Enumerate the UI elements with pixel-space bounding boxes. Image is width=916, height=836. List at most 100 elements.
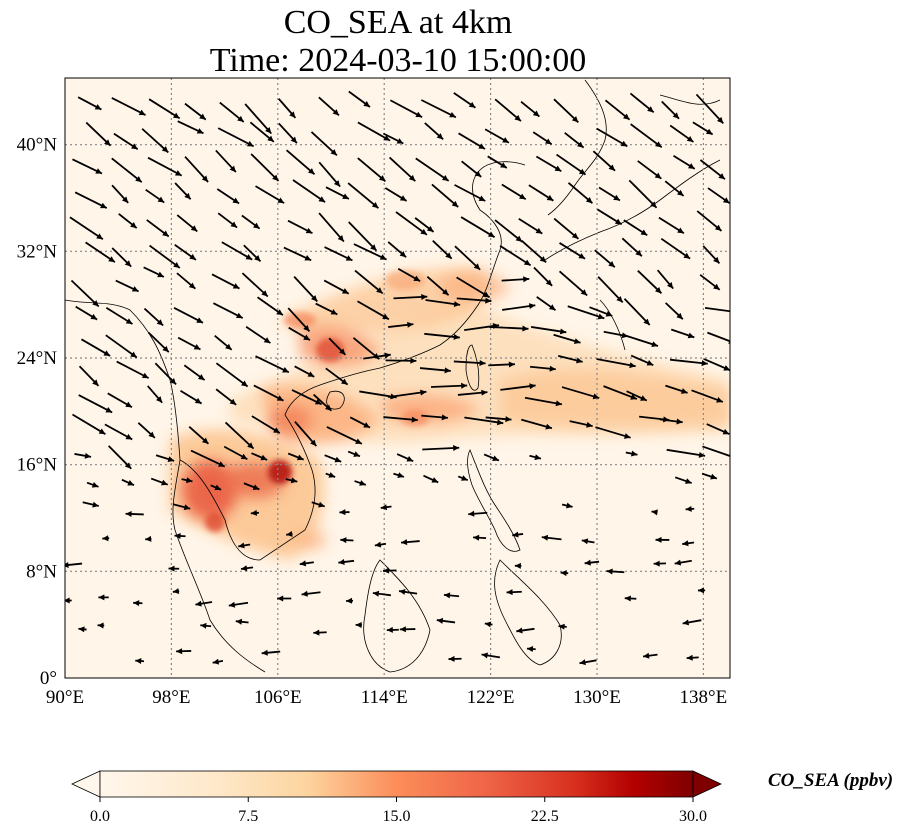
wind-arrow-head [199, 113, 206, 120]
wind-arrow-head [301, 590, 308, 597]
wind-arrow-head [559, 328, 567, 335]
wind-arrow-head [461, 475, 468, 481]
wind-arrow-shaft [347, 182, 379, 209]
wind-arrow-head [148, 431, 155, 438]
wind-arrow-head [453, 333, 460, 340]
wind-arrow-head [545, 423, 552, 430]
wind-arrow-head [515, 235, 523, 242]
lon-tick-label: 114°E [361, 687, 408, 708]
map-frame [64, 77, 731, 679]
wind-arrow-head [519, 193, 526, 200]
wind-arrow-head [407, 321, 414, 328]
wind-arrow-head [282, 367, 289, 373]
wind-arrow-head [647, 106, 654, 113]
wind-arrow-head [399, 251, 407, 258]
wind-arrow-head [272, 174, 279, 182]
wind-arrow-head [482, 291, 490, 298]
wind-arrow-head [676, 418, 683, 425]
lon-tick-label: 122°E [467, 687, 515, 708]
wind-arrow-shaft [217, 127, 255, 148]
wind-arrow-head [98, 594, 105, 601]
wind-arrow-shaft [695, 93, 724, 124]
wind-arrow-head [103, 350, 111, 356]
wind-arrow-head [487, 231, 495, 238]
colorbar: 0.0 7.5 15.0 22.5 30.0 [71, 770, 722, 825]
wind-arrow-head [145, 535, 152, 542]
wind-arrow-head [444, 367, 451, 374]
wind-arrow-head [399, 588, 406, 595]
wind-arrow-shaft [430, 384, 468, 388]
wind-arrow-head [225, 343, 232, 350]
wind-arrow-head [714, 224, 722, 231]
wind-arrow-head [592, 393, 600, 400]
wind-arrow-head [581, 538, 589, 545]
wind-arrow-head [304, 255, 312, 261]
wind-arrow-head [528, 303, 536, 310]
colorbar-extend-min [71, 770, 101, 798]
wind-arrow-head [214, 484, 222, 491]
wind-arrow-head [196, 128, 204, 134]
longitude-tick-labels: 90°E 98°E 106°E 114°E 122°E 130°E 138°E [46, 687, 727, 708]
wind-arrow-head [585, 197, 593, 204]
wind-arrow-head [228, 601, 236, 608]
wind-arrow-head [576, 357, 583, 364]
wind-arrow-head [330, 309, 338, 315]
wind-arrow-head [92, 501, 99, 508]
wind-arrow-head [426, 225, 434, 232]
wind-arrow-head [505, 416, 512, 423]
wind-arrow-head [586, 421, 593, 428]
lon-tick-label: 98°E [152, 687, 190, 708]
wind-arrow-head [573, 338, 581, 344]
wind-arrow-head [682, 619, 690, 626]
wind-arrow-head [125, 433, 133, 440]
wind-arrow-shaft [489, 326, 529, 330]
wind-arrow-head [676, 312, 683, 320]
wind-arrow-head [578, 253, 586, 259]
wind-arrow-head [555, 400, 562, 407]
wind-arrow-head [558, 623, 565, 630]
wind-arrow-head [97, 622, 104, 629]
wind-arrow-head [686, 136, 694, 142]
colorbar-tick-label: 0.0 [90, 808, 110, 825]
wind-arrow-shaft [595, 426, 631, 439]
wind-arrow-head [554, 165, 562, 172]
wind-arrow-shaft [357, 121, 391, 142]
wind-arrow-head [250, 509, 258, 516]
wind-arrow-head [548, 304, 556, 311]
wind-arrow-head [713, 256, 720, 264]
wind-arrow-head [201, 437, 209, 444]
wind-arrow-head [640, 229, 648, 236]
wind-arrow-head [451, 200, 459, 208]
wind-arrow-head [682, 540, 689, 547]
wind-arrow-head [333, 180, 341, 187]
wind-arrow-head [716, 116, 724, 124]
wind-arrow-head [276, 309, 283, 316]
wind-arrow-head [157, 271, 164, 278]
wind-arrow-head [305, 227, 313, 234]
lon-tick-label: 90°E [46, 687, 84, 708]
wind-arrow-head [546, 194, 554, 201]
wind-arrow-head [237, 115, 244, 122]
latitude-tick-labels: 0° 8°N 16°N 24°N 32°N 40°N [17, 135, 58, 689]
map-panel[interactable] [62, 77, 741, 679]
wind-arrow-head [94, 104, 102, 110]
wind-arrow-head [605, 310, 613, 317]
wind-arrow-shaft [286, 149, 316, 175]
wind-arrow-head [176, 648, 183, 655]
wind-arrow-head [379, 254, 387, 260]
wind-arrow-head [260, 454, 268, 461]
wind-arrow-head [631, 450, 638, 457]
wind-arrow-head [342, 193, 349, 199]
wind-arrow-head [399, 626, 406, 633]
wind-arrow-head [448, 655, 455, 662]
wind-arrow-head [183, 504, 191, 511]
wind-arrow-shaft [420, 99, 457, 119]
wind-arrow-head [534, 454, 541, 461]
wind-arrow-head [420, 228, 427, 235]
wind-arrow-head [500, 162, 507, 168]
wind-arrow-head [512, 531, 519, 538]
wind-arrow-head [544, 138, 552, 145]
wind-arrow-head [442, 288, 449, 296]
wind-arrow-head [579, 659, 586, 666]
wind-arrow-head [90, 313, 98, 320]
